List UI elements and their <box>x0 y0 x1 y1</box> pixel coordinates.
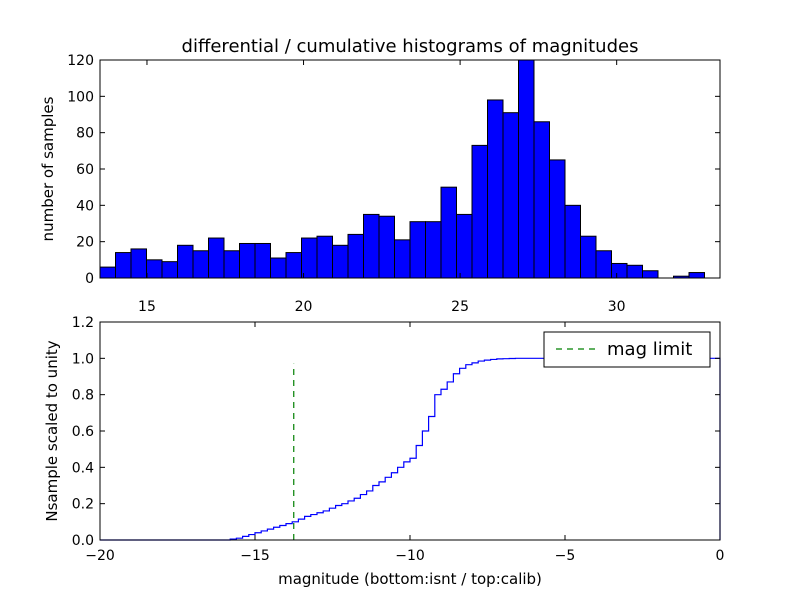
histogram-bar <box>688 272 705 279</box>
top-x-ticks: 15 20 25 30 <box>138 60 626 315</box>
y-tick-label: 80 <box>76 126 94 142</box>
y-tick-label: 0.8 <box>72 388 94 404</box>
y-tick-label: 60 <box>76 162 94 178</box>
histogram-bar <box>223 250 240 279</box>
bottom-y-ticks: 0.0 0.2 0.4 0.6 0.8 1.0 1.2 <box>72 315 720 549</box>
histogram-bar <box>270 257 287 279</box>
histogram-bar <box>192 250 209 279</box>
histogram-bar <box>301 237 318 279</box>
bottom-x-axis-title: magnitude (bottom:isnt / top:calib) <box>278 570 542 588</box>
histogram-bar <box>580 235 597 279</box>
histogram-bar <box>642 270 659 279</box>
x-tick-label: 15 <box>138 299 156 315</box>
histogram-bar <box>254 242 271 279</box>
histogram-bar <box>549 159 566 279</box>
legend: mag limit <box>543 331 711 368</box>
histogram-bar <box>161 261 178 279</box>
histogram-bar <box>394 239 411 279</box>
histogram-bar <box>626 264 643 279</box>
x-tick-label: −10 <box>395 548 425 564</box>
histogram-bar <box>471 144 488 279</box>
x-tick-label: 20 <box>295 299 313 315</box>
histogram-bar <box>285 252 302 279</box>
histogram-bar <box>177 244 194 279</box>
histogram-bar <box>363 213 380 279</box>
y-tick-label: 0.4 <box>72 460 94 476</box>
histogram-bar <box>595 250 612 279</box>
cumulative-lines <box>100 357 721 541</box>
y-tick-label: 0.6 <box>72 424 94 440</box>
x-tick-label: −20 <box>85 548 115 564</box>
histogram-bar <box>347 233 364 279</box>
x-tick-label: 25 <box>451 299 469 315</box>
histogram-bar <box>332 244 349 279</box>
y-tick-label: 100 <box>67 89 94 105</box>
histogram-bar <box>239 242 256 279</box>
histogram-bar <box>487 99 504 279</box>
bottom-x-ticks: −20 −15 −10 −5 0 <box>85 322 724 564</box>
histogram-bar <box>518 59 535 279</box>
y-tick-label: 1.0 <box>72 351 94 367</box>
bottom-y-axis-title: Nsample scaled to unity <box>43 340 61 521</box>
histogram-bar <box>564 204 581 279</box>
x-tick-label: −15 <box>240 548 270 564</box>
histogram-bar <box>146 259 163 279</box>
histogram-bar <box>456 213 473 279</box>
histogram-bar <box>502 112 519 279</box>
histogram-bar <box>409 221 426 279</box>
histogram-bar <box>440 186 457 279</box>
x-tick-label: 30 <box>608 299 626 315</box>
y-tick-label: 0.2 <box>72 497 94 513</box>
histogram-bar <box>130 248 147 279</box>
histogram-bar <box>99 266 116 279</box>
histogram-bar <box>611 262 628 279</box>
x-tick-label: −5 <box>555 548 576 564</box>
bottom-axes-frame <box>99 321 721 541</box>
y-tick-label: 40 <box>76 198 94 214</box>
y-tick-label: 120 <box>67 53 94 69</box>
y-tick-label: 0.0 <box>72 533 94 549</box>
y-tick-label: 0 <box>85 271 94 287</box>
top-histogram-panel: differential / cumulative histograms of … <box>39 36 721 315</box>
histogram-bar <box>115 252 132 279</box>
top-y-axis-title: number of samples <box>39 96 57 241</box>
histogram-bar <box>316 235 333 279</box>
histogram-bars <box>99 59 705 279</box>
y-tick-label: 1.2 <box>72 315 94 331</box>
top-axes-frame <box>99 59 721 279</box>
histogram-bar <box>378 215 395 279</box>
histogram-bar <box>533 121 550 279</box>
legend-mag-limit-label: mag limit <box>607 339 692 360</box>
cumulative-step-line <box>100 357 721 541</box>
histogram-bar <box>208 237 225 279</box>
y-tick-label: 20 <box>76 235 94 251</box>
bottom-cumulative-panel: 0.0 0.2 0.4 0.6 0.8 1.0 1.2 −20 −15 −10 −5 0 magni… <box>43 315 724 588</box>
histogram-bar <box>425 221 442 279</box>
x-tick-label: 0 <box>716 548 725 564</box>
chart-title: differential / cumulative histograms of … <box>182 36 639 57</box>
